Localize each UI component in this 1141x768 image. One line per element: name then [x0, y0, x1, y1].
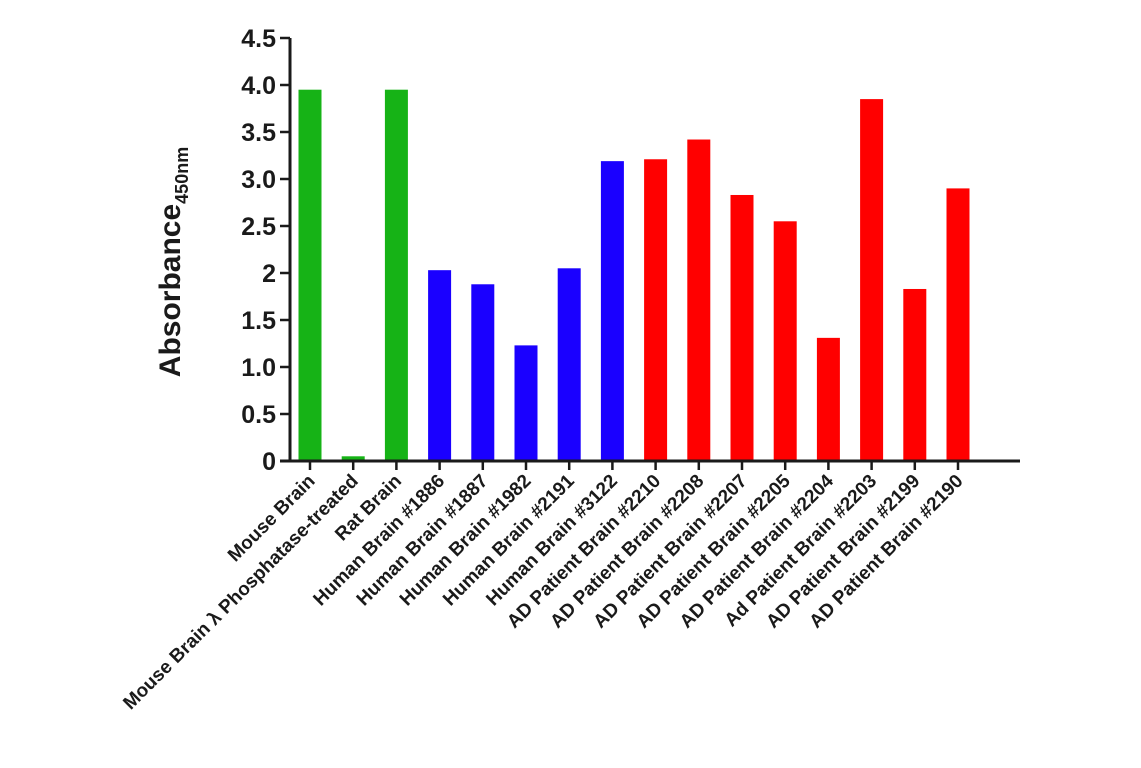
bar: [687, 139, 711, 461]
bar: [644, 159, 668, 461]
y-axis-label-subscript: 450nm: [172, 147, 192, 204]
bar: [471, 284, 495, 461]
y-tick-label: 2.5: [241, 213, 276, 241]
bar: [903, 288, 927, 461]
y-tick-label: 0.5: [241, 401, 276, 429]
y-tick-label: 3.5: [241, 119, 276, 147]
y-tick-label: 3.0: [241, 166, 276, 194]
bar: [298, 89, 322, 461]
bar: [730, 194, 754, 462]
bar: [860, 99, 884, 461]
bar: [773, 221, 797, 461]
bar: [384, 89, 408, 461]
bar: [341, 456, 365, 461]
y-tick-label: 2: [262, 260, 276, 288]
y-tick-label: 4.5: [241, 25, 276, 53]
bar: [946, 188, 970, 461]
y-tick-label: 1.0: [241, 354, 276, 382]
bar: [557, 268, 581, 461]
bar: [428, 270, 452, 461]
bar: [816, 337, 840, 461]
y-tick-label: 4.0: [241, 72, 276, 100]
y-tick-label: 1.5: [241, 307, 276, 335]
bar: [514, 345, 538, 461]
y-axis-label: Absorbance450nm: [154, 147, 192, 377]
y-axis-label-main: Absorbance: [154, 204, 187, 377]
y-tick-label: 0: [262, 448, 276, 476]
bar: [600, 161, 624, 461]
